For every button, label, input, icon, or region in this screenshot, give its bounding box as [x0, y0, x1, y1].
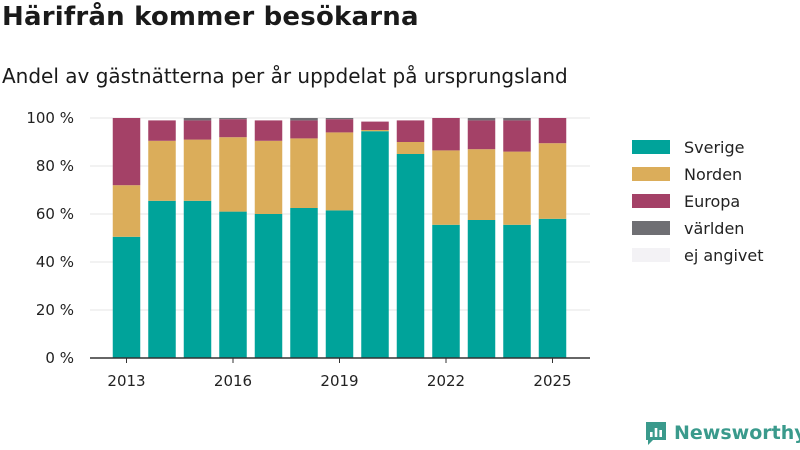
bar-segment-världen — [290, 118, 318, 121]
y-tick-label: 80 % — [36, 157, 74, 175]
bar-segment-Norden — [290, 138, 318, 208]
bar-segment-Norden — [467, 149, 496, 220]
bar-segment-Norden — [219, 137, 247, 212]
bar-segment-Norden — [148, 140, 176, 201]
bar-segment-Europa — [219, 119, 247, 138]
bar-segment-Europa — [503, 120, 531, 152]
bar-segment-världen — [467, 118, 496, 121]
bar-segment-Sverige — [432, 224, 460, 358]
legend-label: Europa — [684, 192, 740, 211]
y-tick-label: 40 % — [36, 253, 74, 271]
legend-label: ej angivet — [684, 246, 764, 265]
bar-segment-Europa — [290, 120, 318, 139]
bar-segment-Europa — [183, 120, 212, 140]
bar-segment-Norden — [112, 185, 141, 237]
chart-title: Härifrån kommer besökarna — [2, 2, 419, 32]
legend-label: Norden — [684, 165, 742, 184]
legend-swatch — [632, 221, 670, 235]
bar-segment-Norden — [183, 139, 212, 201]
bar-segment-världen — [325, 118, 354, 120]
bar-segment-Europa — [538, 118, 567, 144]
bar-segment-Sverige — [467, 220, 496, 358]
newsworthy-logo: Newsworthy — [644, 420, 800, 446]
bar-segment-Europa — [148, 120, 176, 141]
legend-swatch — [632, 167, 670, 181]
bar-segment-Sverige — [254, 214, 283, 358]
bar-segment-Norden — [254, 140, 283, 214]
bar-segment-Europa — [396, 120, 425, 142]
bar-segment-Sverige — [538, 218, 567, 358]
bar-segment-Sverige — [325, 210, 354, 358]
y-tick-label: 20 % — [36, 301, 74, 319]
bar-segment-världen — [183, 118, 212, 121]
bar-segment-Norden — [396, 142, 425, 154]
y-tick-label: 0 % — [45, 349, 74, 367]
x-tick-label: 2013 — [107, 372, 145, 390]
x-tick-label: 2025 — [533, 372, 571, 390]
legend-swatch — [632, 140, 670, 154]
x-tick-label: 2019 — [320, 372, 358, 390]
legend-swatch — [632, 194, 670, 208]
bar-segment-Sverige — [396, 154, 425, 358]
bar-segment-Norden — [503, 151, 531, 225]
legend-label: Sverige — [684, 138, 745, 157]
bar-segment-Sverige — [503, 224, 531, 358]
legend-label: världen — [684, 219, 744, 238]
y-tick-label: 60 % — [36, 205, 74, 223]
bar-segment-Sverige — [361, 131, 389, 358]
bar-segment-Sverige — [290, 208, 318, 358]
bar-segment-Norden — [361, 130, 389, 132]
bar-segment-Europa — [112, 118, 141, 186]
newsworthy-chart-icon — [646, 422, 666, 445]
bar-segment-världen — [219, 118, 247, 120]
bar-segment-Sverige — [183, 200, 212, 358]
bar-segment-Europa — [432, 118, 460, 151]
bar-segment-Norden — [538, 143, 567, 219]
bar-segment-Europa — [467, 120, 496, 150]
bar-segment-Europa — [254, 120, 283, 141]
bar-segment-världen — [503, 118, 531, 121]
chart-subtitle: Andel av gästnätterna per år uppdelat på… — [2, 64, 568, 88]
x-tick-label: 2016 — [214, 372, 252, 390]
legend-swatch — [632, 248, 670, 262]
x-tick-label: 2022 — [427, 372, 465, 390]
bar-segment-Sverige — [219, 211, 247, 358]
bar-segment-Europa — [361, 121, 389, 130]
bar-segment-Sverige — [112, 236, 141, 358]
bar-segment-Norden — [325, 132, 354, 211]
bar-segment-Sverige — [148, 200, 176, 358]
bar-segment-Europa — [325, 119, 354, 133]
y-tick-label: 100 % — [26, 109, 74, 127]
logo-text: Newsworthy — [674, 422, 800, 444]
bar-segment-Norden — [432, 150, 460, 225]
